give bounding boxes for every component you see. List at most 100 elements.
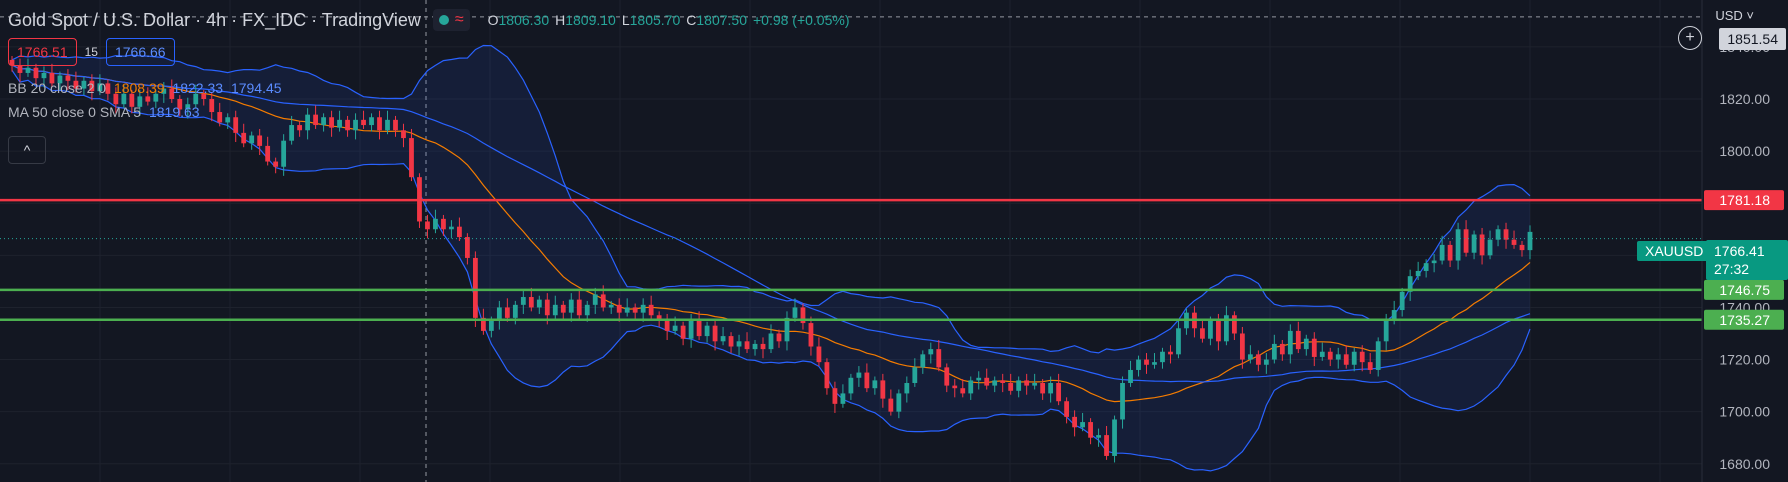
candle-body	[1311, 338, 1317, 357]
bb-lower-value: 1794.45	[230, 80, 282, 96]
candle-body	[57, 75, 63, 84]
candle-body	[624, 307, 630, 313]
candle-body	[137, 96, 143, 107]
candle-body	[472, 257, 478, 318]
candle-body	[504, 307, 510, 318]
candle-body	[680, 325, 686, 339]
candle-body	[1144, 359, 1149, 365]
candle-body	[960, 388, 966, 394]
candle-body	[840, 393, 846, 404]
candle-body	[129, 93, 135, 107]
candle-body	[225, 117, 231, 123]
candle-body	[1136, 359, 1141, 370]
price-tick-label: 1700.00	[1719, 404, 1770, 420]
candle-body	[560, 304, 566, 313]
candle-body	[433, 218, 438, 230]
candle-body	[832, 388, 838, 404]
candle-body	[1112, 419, 1117, 456]
candle-body	[1048, 382, 1054, 394]
candle-body	[888, 398, 894, 412]
ohlc-item: O1806.30	[488, 12, 550, 28]
candle-body	[648, 304, 654, 316]
add-alert-icon[interactable]: +	[1678, 26, 1702, 50]
candle-body	[1072, 416, 1077, 428]
spread-value: 15	[84, 45, 98, 59]
candle-body	[1263, 359, 1269, 365]
candle-body	[664, 320, 670, 331]
candle-body	[89, 80, 95, 92]
candle-body	[848, 377, 854, 394]
market-status[interactable]: ≈	[432, 9, 470, 31]
candle-body	[1160, 351, 1165, 363]
candle-body	[1343, 354, 1349, 365]
candle-body	[265, 145, 271, 162]
candle-body	[824, 362, 830, 389]
sell-button[interactable]: 1766.51	[8, 38, 77, 66]
candle-body	[712, 325, 718, 342]
candle-body	[1255, 354, 1261, 365]
ma-value: 1819.63	[148, 104, 200, 120]
candle-body	[576, 299, 582, 316]
candle-body	[289, 125, 295, 141]
collapse-legend-button[interactable]: ^	[8, 136, 46, 164]
candle-body	[217, 112, 223, 123]
candle-body	[1216, 320, 1221, 342]
candle-body	[1359, 351, 1365, 363]
candle-body	[209, 99, 215, 113]
candle-body	[688, 320, 694, 339]
candle-body	[536, 299, 542, 308]
candle-body	[496, 307, 502, 321]
symbol-title[interactable]: Gold Spot / U.S. Dollar · 4h · FX_IDC · …	[8, 9, 421, 30]
candle-body	[1383, 320, 1389, 342]
ohlc-key: L	[621, 12, 630, 28]
candle-body	[1415, 270, 1421, 277]
candle-body	[1455, 229, 1461, 261]
chevron-down-icon: ˅	[1746, 8, 1754, 23]
candle-body	[872, 380, 878, 389]
symbol-tag[interactable]: XAUUSD	[1637, 241, 1712, 261]
ohlc-value: 1809.10	[565, 12, 616, 28]
replay-wave-icon: ≈	[454, 11, 464, 28]
bb-indicator-legend[interactable]: BB 20 close 2 0 1808.39 1822.33 1794.45	[8, 80, 282, 96]
candle-body	[185, 104, 191, 110]
candle-body	[568, 299, 574, 313]
candle-body	[608, 304, 614, 308]
candle-body	[41, 72, 47, 79]
candle-body	[936, 349, 942, 368]
candle-body	[1231, 315, 1237, 334]
candle-body	[377, 117, 382, 131]
ohlc-item: C1807.50	[686, 12, 747, 28]
candle-body	[976, 377, 982, 381]
candle-body	[1208, 320, 1213, 339]
candle-body	[145, 96, 151, 102]
candle-body	[457, 226, 462, 238]
candle-body	[1016, 380, 1022, 391]
candle-body	[800, 307, 806, 324]
bb-upper-value: 1822.33	[172, 80, 224, 96]
ma-indicator-legend[interactable]: MA 50 close 0 SMA 5 1819.63	[8, 104, 200, 120]
candle-body	[1040, 382, 1046, 394]
candle-body	[944, 367, 950, 386]
bollinger-band-fill	[12, 45, 1530, 471]
candle-body	[528, 297, 534, 308]
buy-button[interactable]: 1766.66	[105, 38, 175, 66]
candle-body	[1032, 382, 1038, 386]
candle-body	[329, 117, 334, 128]
candle-body	[97, 83, 103, 92]
candle-body	[1327, 351, 1333, 360]
candle-body	[584, 304, 590, 316]
candle-body	[912, 367, 918, 383]
candle-body	[1200, 328, 1205, 339]
candle-body	[1487, 239, 1493, 256]
ohlc-item: L1805.70	[622, 12, 680, 28]
candle-body	[1367, 362, 1373, 370]
candle-body	[768, 333, 774, 350]
candle-body	[249, 135, 255, 144]
currency-selector[interactable]: USD ˅	[1715, 8, 1754, 23]
candle-body	[904, 382, 910, 394]
candle-body	[1295, 330, 1301, 350]
candle-body	[233, 117, 239, 133]
level-price-badge	[1704, 190, 1784, 211]
ohlc-value: 1807.50	[696, 12, 747, 28]
